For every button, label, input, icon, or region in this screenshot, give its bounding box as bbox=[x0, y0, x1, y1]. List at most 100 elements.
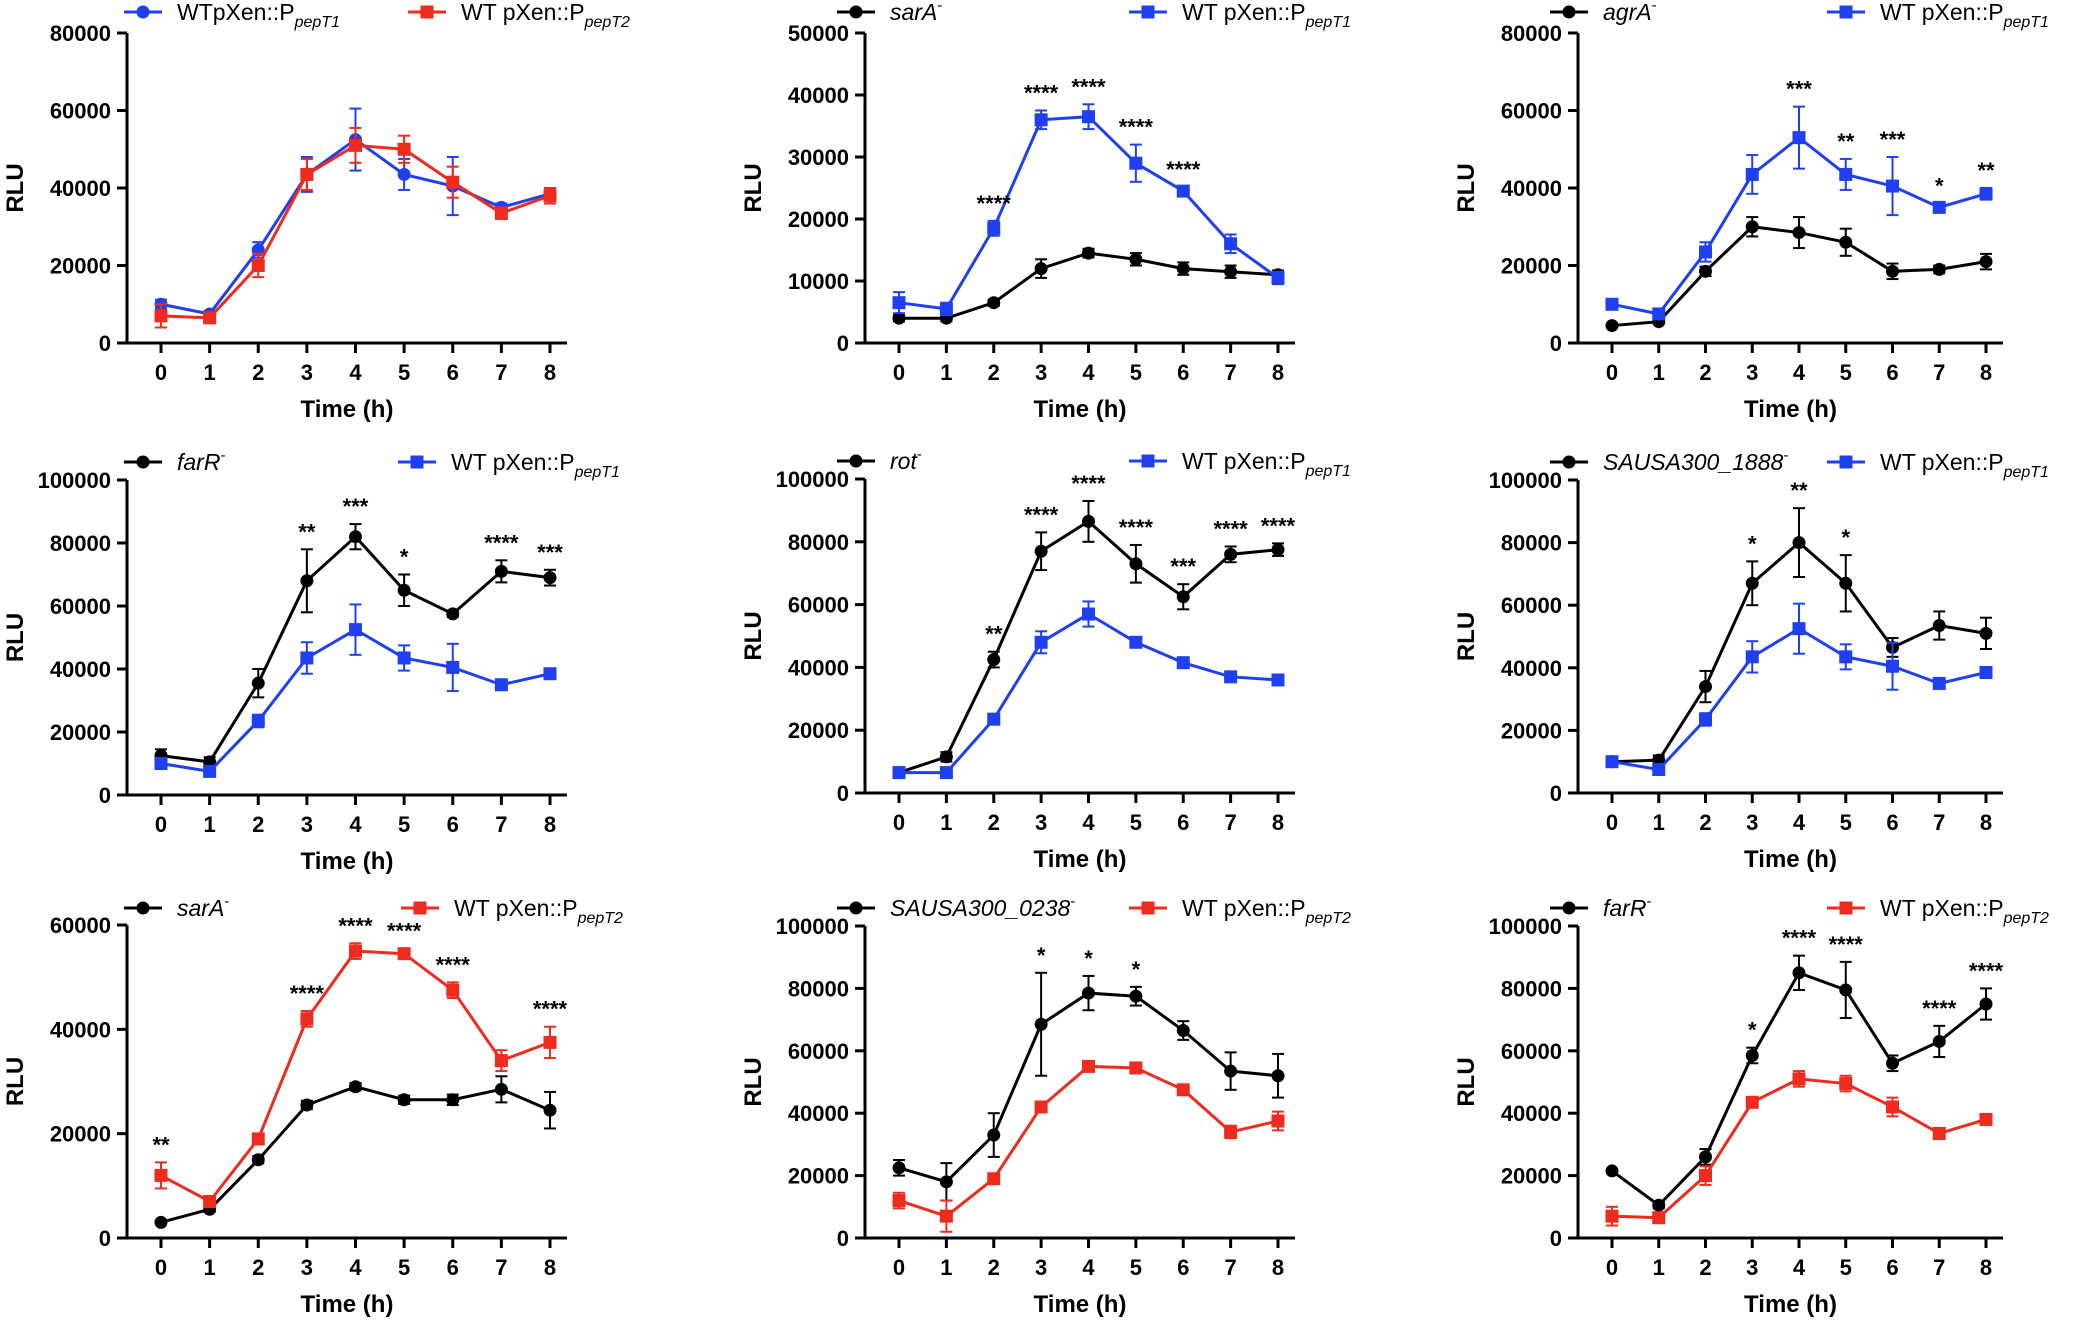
significance-label: **** bbox=[1782, 926, 1817, 951]
significance-label: ** bbox=[985, 622, 1003, 647]
legend-label: WT pXen::PpepT2 bbox=[454, 895, 623, 927]
significance-label: ** bbox=[1790, 478, 1808, 503]
x-tick-label: 7 bbox=[495, 812, 507, 837]
x-tick-label: 0 bbox=[893, 360, 905, 385]
significance-label: **** bbox=[1024, 81, 1059, 106]
legend-item: WT pXen::PpepT1 bbox=[1827, 0, 2049, 31]
x-tick-label: 2 bbox=[252, 1255, 264, 1280]
y-tick-label: 20000 bbox=[788, 718, 849, 743]
legend-label: farR- bbox=[1603, 893, 1651, 921]
y-tick-label: 40000 bbox=[1501, 176, 1562, 201]
x-tick-label: 3 bbox=[1035, 810, 1047, 835]
x-tick-label: 1 bbox=[204, 812, 216, 837]
legend-marker bbox=[136, 5, 150, 19]
data-point bbox=[1176, 1024, 1190, 1038]
legend: rot- WT pXen::PpepT1 bbox=[837, 446, 1351, 480]
legend-superscript: - bbox=[917, 446, 922, 463]
data-point bbox=[1886, 264, 1899, 278]
data-point bbox=[203, 1194, 217, 1208]
y-tick-label: 20000 bbox=[788, 207, 849, 232]
legend-marker bbox=[410, 455, 424, 469]
y-tick-label: 10000 bbox=[788, 269, 849, 294]
significance-label: **** bbox=[1214, 517, 1249, 542]
data-point bbox=[987, 296, 1001, 310]
legend-label: WT pXen::PpepT1 bbox=[451, 449, 620, 481]
x-tick-label: 6 bbox=[1886, 360, 1898, 385]
series-2 bbox=[154, 126, 557, 329]
data-point bbox=[300, 1012, 314, 1026]
legend-name: WTpXen::P bbox=[177, 0, 295, 25]
data-point bbox=[1792, 536, 1806, 550]
y-axis-title: RLU bbox=[740, 163, 767, 212]
data-point bbox=[1886, 1056, 1899, 1070]
series-line bbox=[898, 519, 1279, 775]
chart-panel-3: 0 20000 40000 60000 80000 0 1 2 3 4 5 6 7 8 Time (h) RL… bbox=[1453, 0, 2049, 423]
data-point bbox=[1699, 245, 1712, 259]
data-point bbox=[543, 1035, 557, 1049]
data-point bbox=[892, 296, 906, 310]
x-tick-label: 7 bbox=[1225, 360, 1237, 385]
data-point bbox=[251, 1132, 265, 1146]
legend-subscript: pepT2 bbox=[1305, 910, 1351, 927]
x-tick-label: 6 bbox=[1886, 1255, 1898, 1280]
x-tick-label: 7 bbox=[495, 360, 507, 385]
legend-name: WT pXen::P bbox=[1880, 895, 2004, 921]
x-tick-label: 5 bbox=[1130, 1255, 1142, 1280]
significance-label: * bbox=[400, 545, 409, 570]
data-point bbox=[1176, 590, 1190, 604]
data-point bbox=[397, 167, 411, 181]
legend-label: SAUSA300_1888- bbox=[1603, 447, 1788, 475]
legend-item: WT pXen::PpepT2 bbox=[408, 0, 630, 31]
y-tick-label: 80000 bbox=[788, 530, 849, 555]
data-point bbox=[1605, 1209, 1619, 1223]
y-tick-label: 60000 bbox=[50, 99, 111, 124]
legend-name: SAUSA300_0238 bbox=[890, 895, 1071, 921]
y-tick-label: 0 bbox=[837, 781, 849, 806]
legend: agrA- WT pXen::PpepT1 bbox=[1550, 0, 2049, 31]
data-point bbox=[1224, 1064, 1238, 1078]
y-tick-label: 20000 bbox=[50, 254, 111, 279]
data-point bbox=[349, 623, 362, 637]
legend-subscript: pepT1 bbox=[2003, 464, 2049, 481]
y-axis-title: RLU bbox=[1453, 612, 1480, 661]
x-tick-label: 7 bbox=[1933, 810, 1945, 835]
y-tick-label: 80000 bbox=[1501, 21, 1562, 46]
data-point bbox=[1886, 179, 1899, 193]
legend-superscript: - bbox=[224, 893, 229, 910]
x-tick-label: 3 bbox=[1746, 810, 1758, 835]
data-point bbox=[939, 766, 953, 780]
x-tick-label: 5 bbox=[1840, 360, 1852, 385]
series-2 bbox=[892, 600, 1285, 780]
data-point bbox=[1176, 1083, 1190, 1097]
significance-label: *** bbox=[1170, 554, 1196, 579]
data-point bbox=[446, 983, 460, 997]
data-point bbox=[1792, 226, 1806, 240]
chart-panel-6: 0 20000 40000 60000 80000 100000 0 1 2 3 4 5 6 7 8 Time… bbox=[1453, 447, 2049, 873]
y-axis-title: RLU bbox=[740, 1057, 767, 1106]
legend-item: agrA- bbox=[1550, 0, 1657, 25]
x-tick-label: 8 bbox=[1272, 810, 1284, 835]
y-tick-label: 60000 bbox=[50, 594, 111, 619]
data-point bbox=[987, 1172, 1001, 1186]
data-point bbox=[1839, 576, 1853, 590]
data-point bbox=[251, 714, 265, 728]
legend-label: farR- bbox=[177, 447, 225, 475]
x-tick-label: 3 bbox=[301, 360, 313, 385]
data-point bbox=[446, 607, 460, 621]
x-tick-label: 5 bbox=[1840, 1255, 1852, 1280]
legend-name: rot bbox=[890, 448, 918, 474]
y-tick-label: 60000 bbox=[788, 593, 849, 618]
x-tick-label: 2 bbox=[988, 1255, 1000, 1280]
legend-label: rot- bbox=[890, 446, 922, 474]
series-2 bbox=[892, 1059, 1285, 1233]
data-point bbox=[1129, 557, 1143, 571]
x-axis-title: Time (h) bbox=[301, 1291, 394, 1318]
significance-label: **** bbox=[387, 918, 422, 943]
legend-subscript: pepT1 bbox=[1305, 463, 1351, 480]
data-point bbox=[1932, 200, 1946, 214]
x-tick-label: 6 bbox=[447, 812, 459, 837]
y-tick-label: 60000 bbox=[1501, 593, 1562, 618]
data-point bbox=[1839, 167, 1853, 181]
data-point bbox=[1932, 1034, 1946, 1048]
